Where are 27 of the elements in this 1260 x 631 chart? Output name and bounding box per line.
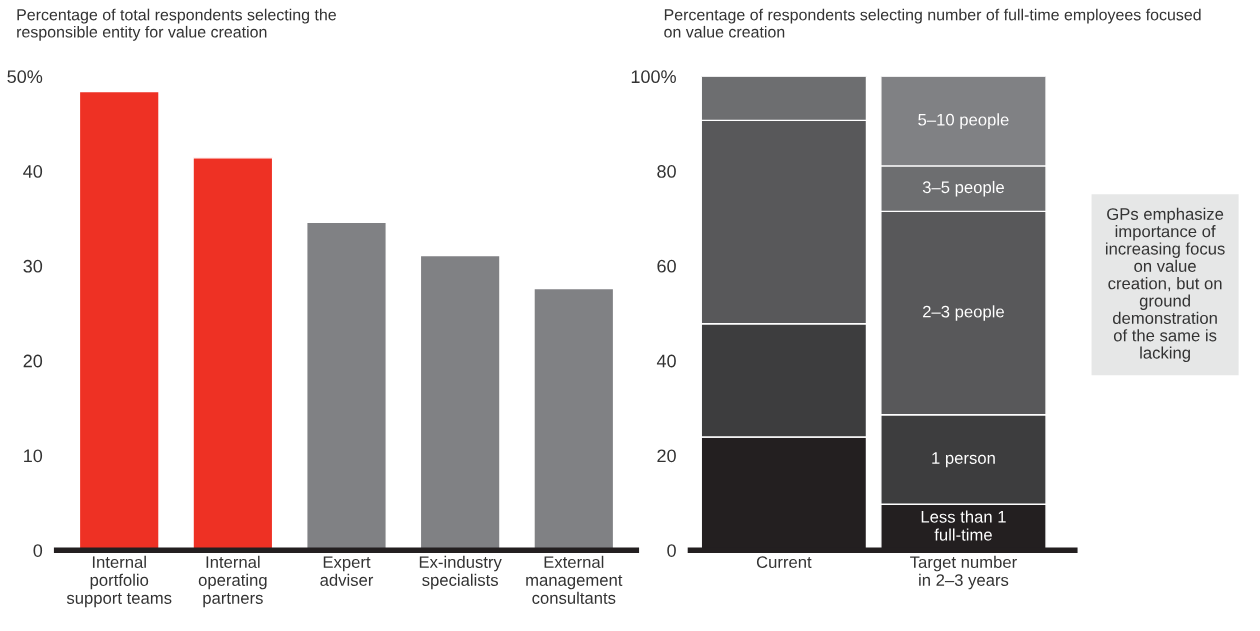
y-tick-label: 20 — [23, 354, 43, 368]
y-tick-label: 20 — [657, 449, 676, 463]
x-tick-label: Ex-industry specialists — [419, 555, 502, 590]
y-tick-label: 10 — [24, 449, 43, 463]
x-tick-label: External management consultants — [526, 555, 623, 604]
x-tick-label: Target number in 2–3 years — [910, 555, 1017, 590]
y-tick-label: 50% — [7, 70, 43, 84]
y-tick-label: 80 — [657, 165, 676, 178]
series-label: 5–10 people — [918, 113, 1009, 129]
y-tick-label: 100% — [631, 70, 676, 84]
y-tick-label: 0 — [33, 544, 43, 557]
y-tick-label: 60 — [657, 259, 676, 273]
y-tick-label: 40 — [23, 165, 43, 178]
text: GPs emphasize importance of increasing focus on value creation, but on ground demonstration of the same is lacking — [1105, 207, 1225, 363]
y-tick-label: 30 — [23, 259, 43, 273]
chart-title: Percentage of total respondents selecting the responsible entity for value creation — [17, 8, 336, 41]
series-label: 2–3 people — [923, 305, 1004, 321]
x-tick-label: Internal portfolio support teams — [66, 555, 172, 608]
chart-title: Percentage of respondents selecting number of full-time employees focused on value creation — [664, 8, 1201, 38]
x-tick-label: Current — [756, 556, 812, 569]
x-tick-label: Internal operating partners — [198, 555, 267, 608]
series-label: Less than 1 full-time — [921, 510, 1006, 541]
series-label: 3–5 people — [922, 180, 1004, 197]
y-tick-label: 40 — [656, 354, 676, 368]
x-tick-label: Expert adviser — [320, 556, 374, 586]
y-tick-label: 0 — [667, 544, 676, 557]
series-label: 1 person — [932, 452, 995, 468]
